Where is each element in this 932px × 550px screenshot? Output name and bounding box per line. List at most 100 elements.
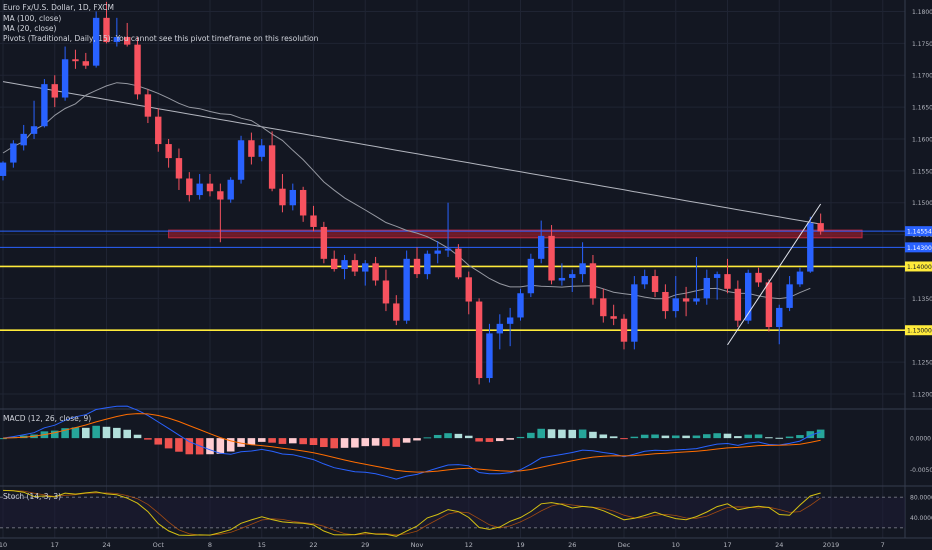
candle-body xyxy=(724,274,731,289)
trendline[interactable] xyxy=(727,203,822,346)
time-tick-label: Oct xyxy=(153,541,165,549)
candle[interactable] xyxy=(268,131,276,192)
resistance-zone[interactable] xyxy=(168,229,863,239)
candle-body xyxy=(237,140,245,180)
candle[interactable] xyxy=(237,135,245,184)
candle[interactable] xyxy=(807,216,814,273)
candle[interactable] xyxy=(155,108,162,152)
candle[interactable] xyxy=(672,276,679,318)
candle[interactable] xyxy=(465,271,472,315)
candle[interactable] xyxy=(72,49,79,69)
legend: Euro Fx/U.S. Dollar, 1D, FXCM MA (100, c… xyxy=(3,3,319,501)
candle[interactable] xyxy=(289,183,296,211)
candle[interactable] xyxy=(527,253,535,298)
candle[interactable] xyxy=(206,174,214,197)
candle[interactable] xyxy=(413,247,421,278)
candle[interactable] xyxy=(631,276,638,350)
candle[interactable] xyxy=(351,253,359,277)
macd-histogram-bar xyxy=(558,429,566,439)
candle[interactable] xyxy=(569,269,576,292)
candle[interactable] xyxy=(393,295,400,326)
candle[interactable] xyxy=(10,140,17,168)
candle[interactable] xyxy=(20,124,27,151)
candle[interactable] xyxy=(434,240,441,264)
candle[interactable] xyxy=(299,186,307,222)
macd-histogram-bar xyxy=(444,433,452,439)
candle[interactable] xyxy=(682,286,690,317)
candle[interactable] xyxy=(579,242,586,283)
candle[interactable] xyxy=(620,314,628,350)
candle[interactable] xyxy=(310,205,317,232)
candle[interactable] xyxy=(662,284,669,319)
candle[interactable] xyxy=(444,202,452,257)
candle[interactable] xyxy=(506,307,514,347)
candle[interactable] xyxy=(331,250,338,272)
candle[interactable] xyxy=(724,258,731,294)
candle[interactable] xyxy=(776,304,783,345)
price-tick-label: 1.13500 xyxy=(912,296,932,303)
candle[interactable] xyxy=(186,172,193,202)
macd-histogram-bar xyxy=(382,438,390,447)
candle[interactable] xyxy=(817,213,824,235)
macd-histogram-bar xyxy=(299,438,307,445)
candle[interactable] xyxy=(103,1,110,44)
candle[interactable] xyxy=(196,174,203,200)
candle[interactable] xyxy=(486,323,493,383)
candle[interactable] xyxy=(558,263,566,286)
candle[interactable] xyxy=(341,255,348,280)
stoch-tick-label: 40.0000 xyxy=(910,515,932,522)
candles-layer[interactable] xyxy=(0,1,824,385)
candle[interactable] xyxy=(610,304,617,326)
candle[interactable] xyxy=(41,79,48,128)
candle[interactable] xyxy=(641,269,648,289)
candle[interactable] xyxy=(82,52,89,69)
candle[interactable] xyxy=(92,11,100,68)
candle[interactable] xyxy=(30,100,38,139)
candle[interactable] xyxy=(424,250,431,280)
candle[interactable] xyxy=(372,256,379,286)
candle[interactable] xyxy=(796,267,804,287)
candle[interactable] xyxy=(165,138,172,168)
candle[interactable] xyxy=(693,256,700,305)
candle[interactable] xyxy=(475,298,483,385)
candle[interactable] xyxy=(703,269,710,305)
macd-histogram-bar xyxy=(744,434,752,439)
candle[interactable] xyxy=(144,89,152,124)
price-tick-label: 1.12500 xyxy=(912,360,932,367)
candle[interactable] xyxy=(217,183,224,243)
macd-histogram-bar xyxy=(640,434,649,439)
candle[interactable] xyxy=(61,46,69,101)
candle[interactable] xyxy=(0,161,7,181)
candle[interactable] xyxy=(765,279,773,332)
candle[interactable] xyxy=(589,255,597,305)
candle[interactable] xyxy=(548,225,555,285)
candle-body xyxy=(51,84,58,98)
candle[interactable] xyxy=(786,276,793,312)
candle[interactable] xyxy=(134,36,141,100)
candle[interactable] xyxy=(600,288,607,323)
candle[interactable] xyxy=(113,17,121,47)
candle[interactable] xyxy=(227,177,234,203)
candle[interactable] xyxy=(496,314,503,350)
candle[interactable] xyxy=(175,148,183,190)
candle[interactable] xyxy=(248,132,255,165)
candle[interactable] xyxy=(538,220,545,264)
candle[interactable] xyxy=(362,260,369,286)
candle[interactable] xyxy=(258,138,265,162)
candle[interactable] xyxy=(651,269,659,298)
candle[interactable] xyxy=(455,244,462,280)
macd-histogram-bar xyxy=(609,436,618,439)
candle[interactable] xyxy=(734,280,742,328)
candle-body xyxy=(765,282,773,328)
candle[interactable] xyxy=(279,174,286,213)
candle[interactable] xyxy=(382,269,390,312)
candle[interactable] xyxy=(517,288,524,321)
candle[interactable] xyxy=(403,250,410,324)
candle[interactable] xyxy=(713,271,721,300)
candle[interactable] xyxy=(755,267,762,287)
candle[interactable] xyxy=(745,269,752,324)
candle[interactable] xyxy=(51,75,58,108)
candle[interactable] xyxy=(320,221,328,264)
candle[interactable] xyxy=(124,22,131,47)
